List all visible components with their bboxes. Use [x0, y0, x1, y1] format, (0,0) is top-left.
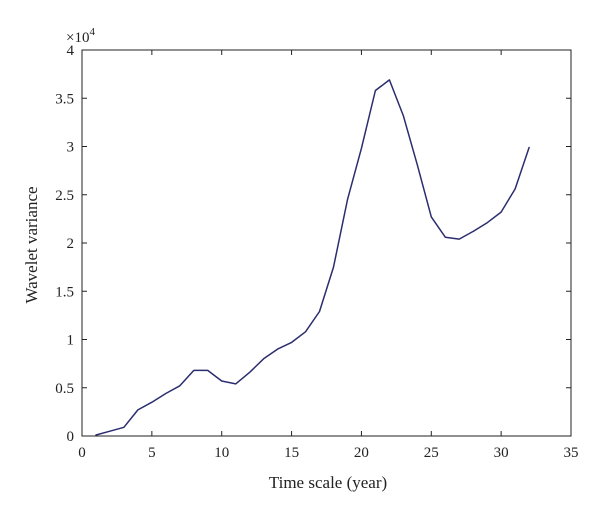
x-tick-label: 30: [494, 445, 509, 461]
x-tick-label: 20: [354, 445, 369, 461]
y-tick-label: 3: [67, 140, 75, 156]
y-axis-multiplier: ×104: [66, 26, 95, 46]
y-tick-label: 0.5: [55, 381, 74, 397]
plot-axes: 0 5 10 15 20 25 30 35 0 0.5 1 1.5 2 2.5 3 3.5 4: [55, 43, 578, 461]
x-tick-label: 25: [424, 445, 439, 461]
x-tick-label: 0: [78, 445, 86, 461]
axis-labels: Time scale (year) Wavelet variance ×104: [22, 26, 387, 492]
y-tick-label: 2: [67, 236, 75, 252]
y-tick-label: 2.5: [55, 188, 74, 204]
y-multiplier-base: ×10: [66, 30, 89, 46]
x-tick-label: 35: [564, 445, 579, 461]
plot-series: [95, 79, 530, 436]
x-tick-label: 15: [284, 445, 299, 461]
y-tick-label: 1.5: [55, 284, 74, 300]
x-tick-label: 10: [214, 445, 229, 461]
y-tick-label: 4: [67, 43, 75, 59]
y-tick-label: 1: [67, 333, 75, 349]
y-tick-label: 3.5: [55, 91, 74, 107]
y-axis-title: Wavelet variance: [22, 186, 41, 303]
x-axis-title: Time scale (year): [269, 473, 387, 492]
series-line: [95, 79, 530, 436]
y-tick-label: 0: [67, 429, 75, 445]
y-multiplier-exponent: 4: [89, 26, 95, 38]
plot-frame: [81, 49, 572, 437]
x-tick-label: 5: [148, 445, 156, 461]
